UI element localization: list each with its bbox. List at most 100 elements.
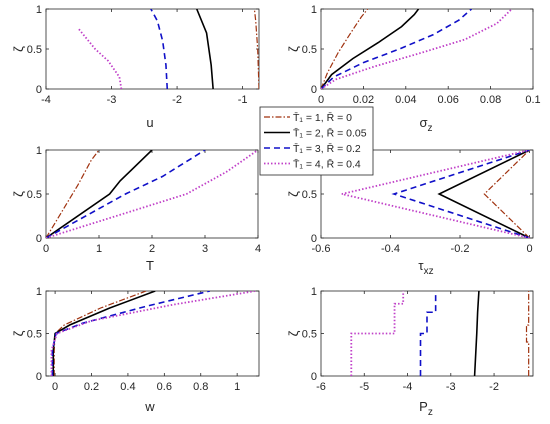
x-tick-label: 0.06 xyxy=(437,94,458,106)
panel-6: -6 -5 -4 -3 -2 0 0.5 1 ζ Pz xyxy=(286,286,534,418)
x-tick-label: -4 xyxy=(403,381,413,393)
x-tick-label: -0.6 xyxy=(312,243,331,255)
x-tick-label: -0.2 xyxy=(451,243,470,255)
x-tick-label: -5 xyxy=(359,381,369,393)
y-tick-label: 1 xyxy=(311,286,317,298)
series-line-4 xyxy=(321,9,513,89)
y-axis-label: ζ xyxy=(286,46,301,52)
panel-1: -4 -3 -2 -1 0 0.5 1 ζ u xyxy=(11,4,260,130)
x-tick-label: 1 xyxy=(96,243,102,255)
y-tick-label: 0.5 xyxy=(302,189,317,201)
x-tick-label: 0 xyxy=(318,94,324,106)
x-tick-label: 1 xyxy=(234,381,240,393)
series-line-2 xyxy=(437,150,530,238)
series-line-3 xyxy=(419,291,437,376)
series-line-3 xyxy=(391,150,530,238)
series-line-1 xyxy=(483,150,530,238)
y-tick-label: 0.5 xyxy=(27,189,42,201)
y-tick-label: 1 xyxy=(36,286,42,298)
y-tick-label: 1 xyxy=(311,4,317,16)
series-line-3 xyxy=(51,291,211,376)
panel-3: 0 1 2 3 4 0 0.5 1 ζ T xyxy=(11,145,261,273)
series-line-2 xyxy=(473,291,480,376)
y-axis-label: ζ xyxy=(286,191,301,197)
y-tick-label: 1 xyxy=(36,145,42,157)
x-tick-label: 0.1 xyxy=(525,94,540,106)
y-axis-label: ζ xyxy=(286,330,301,336)
series-line-1 xyxy=(525,291,530,376)
x-tick-label: 0.2 xyxy=(84,381,99,393)
plot-area xyxy=(45,8,260,90)
x-tick-label: 0.04 xyxy=(395,94,416,106)
x-tick-label: -0.4 xyxy=(381,243,400,255)
x-tick-label: -1 xyxy=(238,94,248,106)
y-tick-label: 0 xyxy=(311,371,317,383)
legend-entry-2: T̄₁ = 2, R̄ = 0.05 xyxy=(293,127,367,140)
series-line-2 xyxy=(195,9,214,89)
x-tick-label: 0.08 xyxy=(480,94,501,106)
series-line-1 xyxy=(253,9,259,89)
x-tick-label: 0 xyxy=(52,381,58,393)
y-tick-label: 0 xyxy=(36,233,42,245)
series-line-4 xyxy=(46,150,258,238)
series-line-4 xyxy=(50,291,256,376)
y-tick-label: 0 xyxy=(311,233,317,245)
panel-2: 0 0.02 0.04 0.06 0.08 0.1 0 0.5 1 ζ σz xyxy=(286,4,541,134)
x-axis-label: σz xyxy=(419,115,432,134)
plot-area xyxy=(45,290,260,377)
series-line-4 xyxy=(350,291,405,376)
y-tick-label: 0.5 xyxy=(302,329,317,341)
y-tick-label: 0.5 xyxy=(27,44,42,56)
series-line-2 xyxy=(321,9,420,89)
series-line-1 xyxy=(46,150,100,238)
x-tick-label: 3 xyxy=(202,243,208,255)
y-tick-label: 0 xyxy=(36,371,42,383)
legend: T̄₁ = 1, R̄ = 0 T̄₁ = 2, R̄ = 0.05 T̄₁ = 3… xyxy=(259,106,374,176)
x-tick-label: 0.6 xyxy=(157,381,172,393)
x-tick-label: 4 xyxy=(255,243,261,255)
series-line-1 xyxy=(321,9,369,89)
x-tick-label: -4 xyxy=(41,94,51,106)
x-tick-label: 0.4 xyxy=(120,381,135,393)
panel-5: 0 0.2 0.4 0.6 0.8 1 0 0.5 1 ζ w xyxy=(11,286,260,414)
x-tick-label: 0 xyxy=(43,243,49,255)
x-tick-label: -2 xyxy=(489,381,499,393)
y-tick-label: 0 xyxy=(36,84,42,96)
legend-entry-3: T̄₁ = 3, R̄ = 0.2 xyxy=(293,142,361,155)
series-line-4 xyxy=(341,150,530,238)
x-tick-label: 0.8 xyxy=(193,381,208,393)
x-axis-label: u xyxy=(146,115,153,130)
x-tick-label: 0.02 xyxy=(353,94,374,106)
plot-area xyxy=(320,8,534,90)
x-tick-label: 0 xyxy=(526,243,532,255)
x-tick-label: -6 xyxy=(316,381,326,393)
y-tick-label: 0.5 xyxy=(27,329,42,341)
legend-entry-4: T̄₁ = 4, R̄ = 0.4 xyxy=(293,158,361,171)
plot-area xyxy=(45,149,259,239)
x-axis-label: w xyxy=(144,399,155,414)
panels: -4 -3 -2 -1 0 0.5 1 ζ u 0 0.02 0.04 0.06 0.08 0.1 0 0.5 1… xyxy=(11,4,541,418)
series-line-4 xyxy=(78,28,123,89)
series-line-3 xyxy=(150,9,169,89)
y-axis-label: ζ xyxy=(11,191,26,197)
y-axis-label: ζ xyxy=(11,46,26,52)
y-axis-label: ζ xyxy=(11,330,26,336)
x-axis-label: τxz xyxy=(418,258,433,277)
x-tick-label: -2 xyxy=(172,94,182,106)
x-tick-label: -3 xyxy=(107,94,117,106)
x-tick-label: 2 xyxy=(149,243,155,255)
plot-area xyxy=(320,290,534,377)
series-line-1 xyxy=(53,291,147,376)
x-tick-label: -3 xyxy=(446,381,456,393)
legend-entry-1: T̄₁ = 1, R̄ = 0 xyxy=(293,111,352,124)
x-axis-label: T xyxy=(146,258,154,273)
y-tick-label: 0 xyxy=(311,84,317,96)
y-tick-label: 1 xyxy=(36,4,42,16)
series-line-3 xyxy=(321,9,473,89)
series-line-2 xyxy=(52,291,156,376)
series-line-3 xyxy=(46,150,206,238)
x-axis-label: Pz xyxy=(419,399,433,418)
y-tick-label: 0.5 xyxy=(302,44,317,56)
series-line-2 xyxy=(46,150,153,238)
